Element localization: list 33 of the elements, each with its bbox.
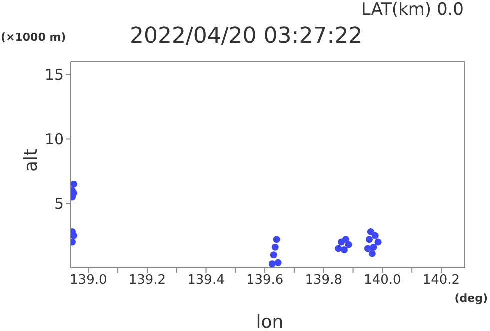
point — [268, 260, 276, 268]
x-axis-title: lon — [255, 312, 285, 331]
point — [374, 238, 382, 246]
text: (×1000 m) — [1, 31, 66, 44]
point — [274, 259, 282, 266]
point — [372, 232, 379, 240]
point — [273, 236, 280, 244]
text: (deg) — [454, 292, 488, 305]
y-tick-label: 5 — [54, 194, 64, 213]
point — [71, 180, 78, 188]
point — [366, 236, 373, 244]
point — [364, 245, 372, 252]
y-axis-title: alt — [21, 148, 42, 172]
y-tick-label: 10 — [44, 130, 64, 149]
chart-title: 2022/04/20 03:27:22 — [130, 24, 363, 49]
x-tick-label: 139.6 — [246, 273, 284, 288]
x-tick-label: 139.4 — [188, 273, 225, 288]
x-tick-label: 140.2 — [422, 273, 460, 288]
point — [340, 246, 348, 254]
text: LAT(km) 0.0 — [361, 0, 464, 20]
x-tick-label: 139.2 — [128, 273, 166, 288]
point — [272, 244, 279, 251]
point — [270, 252, 278, 259]
point — [345, 241, 352, 248]
point — [342, 236, 350, 244]
x-tick-label: 139.8 — [305, 273, 342, 288]
y-tick-label: 15 — [44, 66, 64, 84]
point — [367, 228, 374, 236]
x-tick-label: 139.0 — [70, 273, 108, 288]
point — [368, 250, 376, 258]
x-tick-label: 140.0 — [364, 273, 402, 288]
point — [335, 245, 342, 252]
point — [370, 244, 378, 251]
